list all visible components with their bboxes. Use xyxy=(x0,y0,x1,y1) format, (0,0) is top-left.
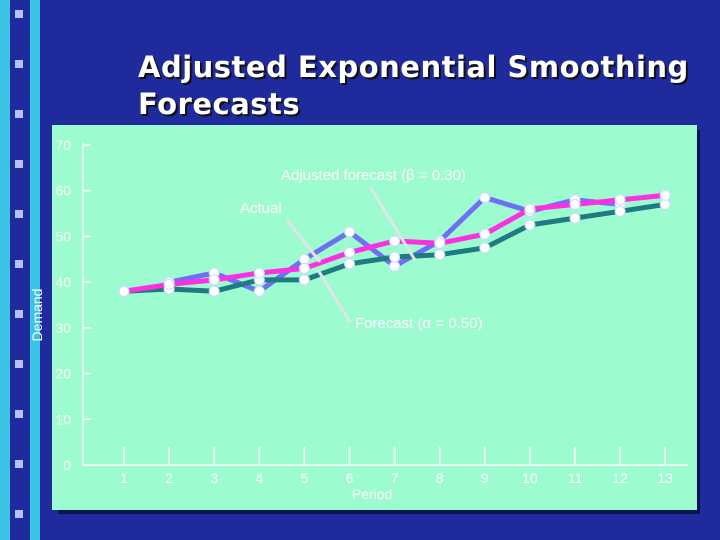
data-point-adjusted-forecast xyxy=(163,278,175,290)
data-point-adjusted-forecast xyxy=(344,246,355,258)
data-point-adjusted-forecast xyxy=(479,228,491,240)
x-tick-label: 11 xyxy=(568,470,583,486)
bg-bullet xyxy=(15,360,23,368)
x-tick-label: 1 xyxy=(120,470,128,486)
data-point-adjusted-forecast xyxy=(659,189,671,201)
leader-actual xyxy=(285,219,322,263)
data-point-adjusted-forecast xyxy=(208,274,220,286)
data-point-adjusted-forecast xyxy=(298,262,310,274)
series-line-forecast xyxy=(121,201,668,294)
data-point-forecast xyxy=(344,258,355,270)
x-tick-label: 2 xyxy=(165,470,173,486)
bg-bullet xyxy=(15,310,23,318)
data-point-adjusted-forecast xyxy=(389,235,401,247)
data-point-forecast xyxy=(298,274,310,286)
bg-bullet xyxy=(15,160,23,168)
bg-bullet xyxy=(15,510,23,518)
x-tick-label: 5 xyxy=(301,470,309,486)
data-point-actual xyxy=(479,192,491,204)
data-point-adjusted-forecast xyxy=(614,194,626,206)
y-tick-label: 20 xyxy=(55,366,71,382)
bg-bullet xyxy=(15,110,23,118)
data-point-actual xyxy=(253,285,265,297)
data-point-forecast xyxy=(479,242,491,254)
chart-panel xyxy=(52,125,697,510)
data-point-actual xyxy=(344,226,355,238)
bg-bullet xyxy=(15,410,23,418)
y-tick-label: 10 xyxy=(55,411,71,427)
data-point-actual xyxy=(389,260,401,272)
data-point-adjusted-forecast xyxy=(118,285,130,297)
data-point-adjusted-forecast xyxy=(569,198,581,210)
annotation-forecast: Forecast (α = 0.50) xyxy=(355,315,482,332)
bg-stripe xyxy=(30,0,40,540)
data-point-actual xyxy=(298,253,310,265)
leader-forecast xyxy=(316,269,352,323)
y-tick-label: 40 xyxy=(55,274,71,290)
x-tick-label: 12 xyxy=(612,470,628,486)
leader-adjusted xyxy=(368,186,417,261)
x-axis-label: Period xyxy=(352,486,392,502)
data-point-forecast xyxy=(389,251,401,263)
data-point-forecast xyxy=(434,249,446,261)
y-tick-label: 0 xyxy=(63,457,71,473)
x-tick-label: 9 xyxy=(481,470,489,486)
bg-bullet xyxy=(15,60,23,68)
bg-bullet xyxy=(15,260,23,268)
x-tick-label: 4 xyxy=(255,470,263,486)
data-point-forecast xyxy=(614,205,626,217)
bg-bullet xyxy=(15,10,23,18)
y-tick-label: 60 xyxy=(55,183,71,199)
annotation-actual: Actual xyxy=(240,200,282,217)
data-point-forecast xyxy=(569,212,581,224)
data-point-forecast xyxy=(659,198,671,210)
bg-bullet xyxy=(15,210,23,218)
data-point-adjusted-forecast xyxy=(253,267,265,279)
data-point-adjusted-forecast xyxy=(524,203,536,215)
x-tick-label: 13 xyxy=(657,470,673,486)
x-tick-label: 8 xyxy=(436,470,444,486)
data-point-forecast xyxy=(208,285,220,297)
bg-stripe xyxy=(0,0,10,540)
y-tick-label: 50 xyxy=(55,228,71,244)
data-point-forecast xyxy=(524,219,536,231)
slide-title-line2: Forecasts xyxy=(138,87,301,121)
y-tick-label: 30 xyxy=(55,320,71,336)
x-tick-label: 3 xyxy=(210,470,218,486)
x-tick-label: 10 xyxy=(522,470,538,486)
slide-title-line1: Adjusted Exponential Smoothing xyxy=(138,50,689,84)
x-tick-label: 7 xyxy=(391,470,399,486)
data-point-adjusted-forecast xyxy=(434,237,446,249)
y-axis-label: Demand xyxy=(29,289,45,342)
bg-bullet xyxy=(15,460,23,468)
annotation-adjusted-forecast: Adjusted forecast (β = 0.30) xyxy=(281,167,466,184)
x-tick-label: 6 xyxy=(346,470,354,486)
y-tick-label: 70 xyxy=(55,137,71,153)
